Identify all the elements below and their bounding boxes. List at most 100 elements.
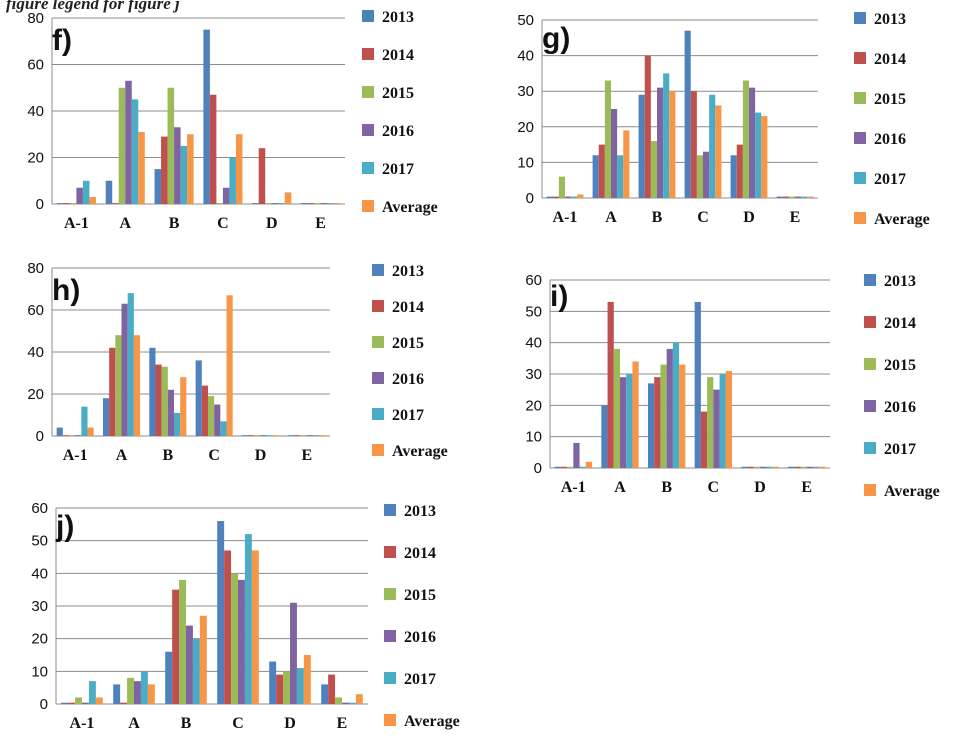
y-tick-label: 20 [27, 150, 44, 167]
bar-2013-d [252, 203, 259, 204]
legend-swatch [372, 408, 384, 420]
bar-2017-e [812, 466, 820, 468]
bar-2015-a [604, 80, 611, 198]
legend-swatch [362, 48, 374, 60]
bar-2015-a [118, 87, 126, 204]
bar-2016-a-1 [565, 196, 572, 198]
bar-average-a [632, 361, 639, 468]
bar-average-b [187, 134, 194, 204]
legend-swatch [864, 358, 876, 370]
bar-2016-c [713, 389, 720, 468]
y-tick-label: 50 [517, 12, 534, 29]
bar-2017-a [617, 155, 624, 198]
y-tick-label: 20 [517, 119, 534, 136]
y-tick-label: 20 [31, 631, 48, 648]
legend-label: 2017 [392, 407, 424, 424]
legend-label: 2017 [382, 161, 414, 178]
legend-swatch [864, 316, 876, 328]
bar-2014-c [209, 94, 217, 204]
chart-svg-j: 0 10 20 30 40 50 60 A-1 A B C D Ej) 2013 2014 2015 2016 2… [31, 500, 459, 732]
bar-2014-d [276, 674, 284, 704]
bar-2015-c [696, 155, 703, 198]
bar-2015-c [231, 573, 238, 704]
legend-swatch [854, 132, 866, 144]
bar-2013-c [694, 301, 701, 468]
bar-2013-a-1 [554, 466, 561, 468]
chart-svg-i: 0 10 20 30 40 50 60 A-1 A B C D Ei) 2013 2014 2015 2016 2… [525, 272, 939, 500]
x-tick-label: C [708, 479, 720, 496]
bar-2017-e [313, 435, 320, 436]
bar-2017-e [327, 203, 334, 204]
legend-swatch [384, 630, 396, 642]
x-tick-label: D [754, 479, 766, 496]
legend-label: 2014 [404, 545, 436, 562]
bar-2016-d [749, 87, 756, 198]
panel-label: h) [52, 274, 80, 307]
bar-2017-a [626, 374, 633, 468]
bar-2016-b [186, 625, 193, 704]
bar-2013-a [105, 180, 113, 204]
bar-2013-d [241, 435, 249, 436]
bar-2016-a [611, 109, 618, 198]
x-tick-label: A [116, 447, 128, 464]
y-tick-label: 60 [27, 57, 44, 74]
bar-2014-a [109, 347, 116, 436]
bar-average-e [319, 435, 326, 436]
bar-2013-a-1 [546, 196, 553, 198]
bar-2016-b [657, 87, 664, 198]
bar-2015-e [800, 466, 807, 468]
bar-2015-a-1 [567, 466, 574, 468]
bar-2014-b [644, 55, 651, 198]
bar-2015-e [335, 697, 342, 704]
bar-2016-c [214, 404, 221, 436]
x-tick-label: A-1 [70, 715, 95, 732]
bar-2014-a [112, 203, 119, 204]
legend-label: 2013 [884, 273, 916, 290]
legend-swatch [854, 172, 866, 184]
legend-swatch [384, 714, 396, 726]
x-tick-label: A-1 [64, 215, 89, 232]
bar-2016-a-1 [75, 435, 82, 436]
bar-average-b [679, 364, 686, 468]
bar-average-e [807, 196, 814, 198]
bar-2017-b [180, 145, 188, 204]
bar-2014-a-1 [68, 702, 76, 704]
legend-swatch [384, 672, 396, 684]
x-tick-label: D [284, 715, 296, 732]
bar-2017-c [229, 157, 236, 204]
bar-2014-d [747, 466, 754, 468]
bar-2013-c [217, 521, 225, 704]
bar-2013-e [776, 196, 783, 198]
x-tick-label: C [208, 447, 220, 464]
chart-svg-f: 0 20 40 60 80 A-1 A B C D Ef) 2013 2014 2015 2016 2017 A… [27, 9, 437, 232]
bar-2016-a-1 [573, 442, 580, 468]
bar-2013-a-1 [56, 203, 64, 204]
bar-2017-a-1 [81, 406, 88, 436]
bar-2017-a-1 [571, 196, 578, 198]
bar-2016-a-1 [82, 702, 89, 704]
legend-swatch [362, 162, 374, 174]
bar-2017-d [296, 668, 304, 704]
bar-2017-b [192, 638, 200, 704]
y-tick-label: 0 [36, 196, 44, 213]
legend-label: 2013 [404, 503, 436, 520]
bar-2016-e [795, 196, 802, 198]
bar-2013-a [102, 398, 110, 436]
bar-2017-d [266, 435, 273, 436]
y-tick-label: 40 [27, 344, 44, 361]
panel-label: g) [542, 22, 570, 55]
y-tick-label: 60 [27, 302, 44, 319]
bar-2015-b [660, 364, 667, 468]
bar-average-c [251, 550, 259, 704]
legend-swatch [372, 264, 384, 276]
bar-2015-a-1 [68, 435, 76, 436]
bar-2017-c [220, 421, 227, 436]
y-tick-label: 80 [27, 10, 44, 27]
legend-swatch [384, 588, 396, 600]
bar-2015-d [283, 671, 290, 704]
legend-label: 2015 [884, 357, 916, 374]
bar-2017-c [709, 94, 716, 198]
